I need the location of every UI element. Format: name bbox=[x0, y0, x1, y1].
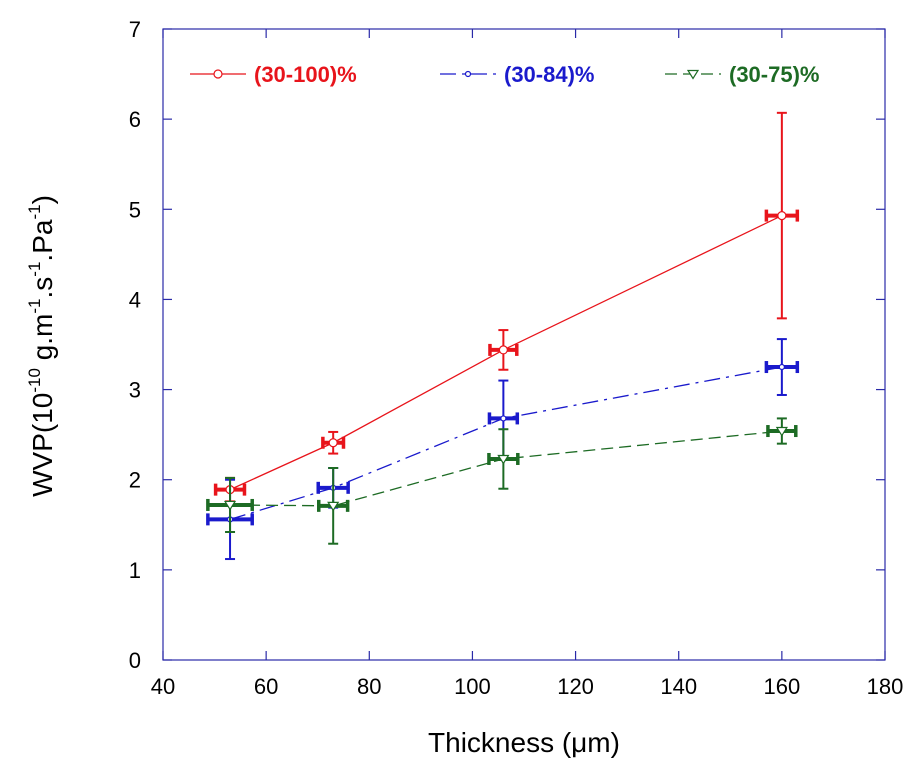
y-tick-label: 5 bbox=[129, 197, 141, 222]
series-line bbox=[230, 430, 782, 507]
data-point bbox=[498, 345, 508, 355]
x-tick-label: 80 bbox=[357, 674, 381, 699]
legend-item-1: (30-84)% bbox=[440, 62, 594, 87]
data-point bbox=[500, 415, 507, 422]
y-tick-label: 4 bbox=[129, 287, 141, 312]
data-point bbox=[328, 438, 338, 448]
x-tick-labels: 40 60 80 100 120 140 160 180 bbox=[151, 674, 904, 699]
series-2 bbox=[206, 417, 798, 545]
legend-label: (30-75)% bbox=[729, 62, 819, 87]
y-tick-label: 1 bbox=[129, 558, 141, 583]
legend-label: (30-100)% bbox=[254, 62, 357, 87]
x-tick-label: 140 bbox=[660, 674, 697, 699]
data-point bbox=[775, 426, 788, 437]
plot-frame bbox=[162, 28, 886, 661]
x-tick-label: 100 bbox=[454, 674, 491, 699]
series-line bbox=[229, 366, 782, 520]
y-tick-label: 6 bbox=[129, 107, 141, 132]
data-point bbox=[777, 210, 787, 221]
y-axis-title: WVP(10-10 g.m-1.s-1.Pa-1) bbox=[25, 195, 58, 497]
y-tick-labels: 0 1 2 3 4 5 6 7 bbox=[129, 17, 141, 673]
series-0 bbox=[213, 111, 800, 503]
legend-label: (30-84)% bbox=[504, 62, 594, 87]
x-tick-label: 180 bbox=[867, 674, 904, 699]
legend: (30-100)% (30-84)% (30-75)% bbox=[190, 62, 819, 87]
legend-marker bbox=[464, 70, 472, 78]
x-tick-label: 120 bbox=[557, 674, 594, 699]
legend-item-2: (30-75)% bbox=[665, 62, 819, 87]
data-point bbox=[497, 454, 510, 465]
y-tick-label: 2 bbox=[129, 468, 141, 493]
series-layer bbox=[206, 111, 800, 561]
y-tick-label: 3 bbox=[129, 378, 141, 403]
data-point bbox=[223, 500, 237, 511]
x-tick-label: 60 bbox=[254, 674, 278, 699]
legend-item-0: (30-100)% bbox=[190, 62, 357, 87]
x-tick-label: 160 bbox=[763, 674, 800, 699]
x-axis-title: Thickness (μm) bbox=[428, 727, 620, 758]
legend-marker bbox=[213, 69, 223, 79]
y-tick-label: 0 bbox=[129, 648, 141, 673]
x-tick-label: 40 bbox=[151, 674, 175, 699]
data-point bbox=[778, 363, 785, 371]
series-line bbox=[229, 215, 783, 491]
y-tick-label: 7 bbox=[129, 17, 141, 42]
legend-marker bbox=[686, 69, 700, 80]
data-point bbox=[327, 501, 340, 512]
axis-ticks bbox=[162, 28, 886, 661]
